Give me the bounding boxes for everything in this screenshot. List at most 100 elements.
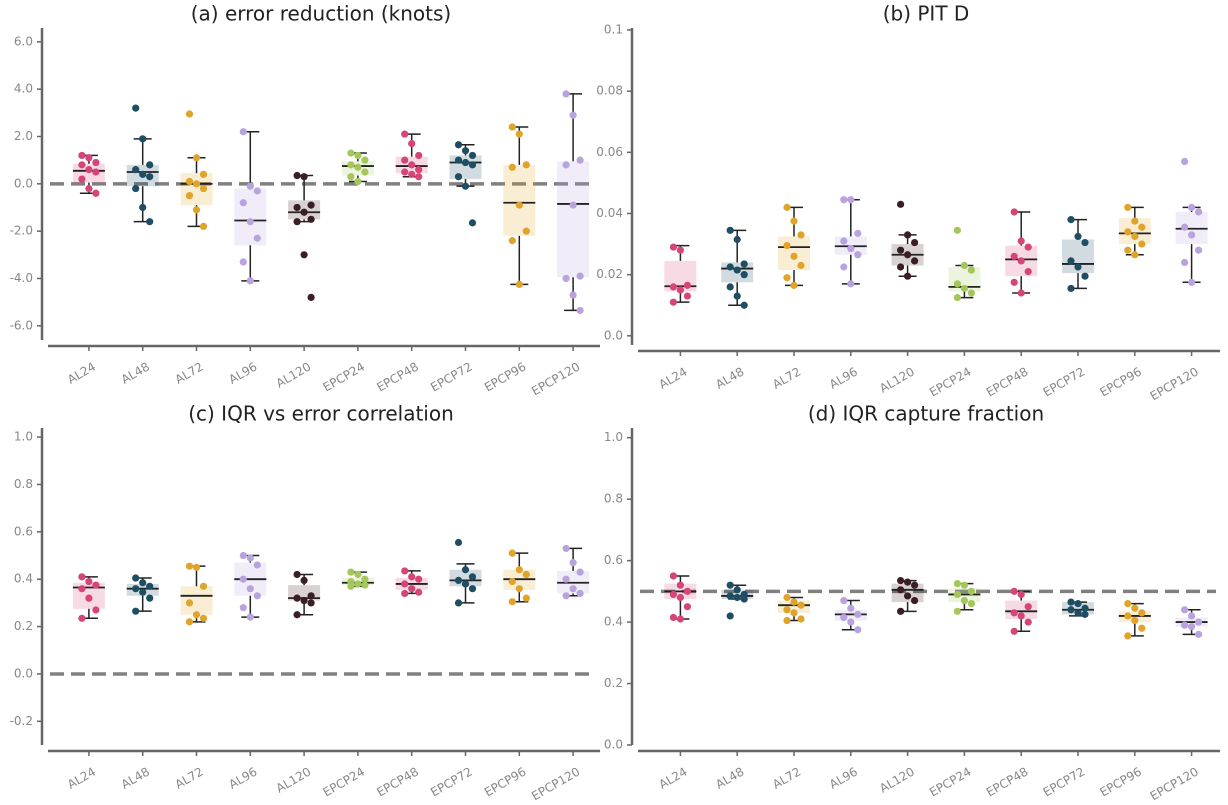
point bbox=[676, 593, 685, 602]
point bbox=[1010, 252, 1018, 260]
x-tick-label: EPCP120 bbox=[1148, 765, 1201, 804]
point bbox=[1024, 618, 1032, 626]
point bbox=[562, 592, 570, 600]
point bbox=[1010, 587, 1018, 595]
point bbox=[515, 566, 523, 574]
y-tick-label: 0.04 bbox=[596, 206, 623, 220]
y-tick-label: -2.0 bbox=[10, 224, 33, 238]
point bbox=[408, 139, 416, 148]
point bbox=[300, 251, 308, 259]
point bbox=[401, 589, 409, 598]
point bbox=[508, 237, 516, 245]
x-tick-label: AL96 bbox=[827, 765, 860, 792]
point bbox=[192, 180, 201, 188]
point bbox=[960, 581, 969, 589]
y-tick-label: 0.2 bbox=[604, 676, 623, 690]
y-tick-label: 0.8 bbox=[14, 477, 33, 491]
point bbox=[454, 173, 463, 181]
point bbox=[733, 292, 741, 300]
point bbox=[733, 593, 741, 602]
point bbox=[192, 611, 201, 619]
point bbox=[354, 151, 362, 160]
point bbox=[783, 274, 791, 282]
x-tick-label: EPCP120 bbox=[529, 765, 582, 804]
x-tick-label: AL48 bbox=[119, 765, 152, 792]
point bbox=[953, 293, 962, 302]
point bbox=[854, 610, 862, 618]
point bbox=[669, 613, 678, 622]
point bbox=[246, 277, 254, 285]
point bbox=[146, 173, 154, 181]
point bbox=[1081, 238, 1089, 247]
point bbox=[508, 163, 516, 171]
x-tick-label: AL24 bbox=[65, 360, 98, 387]
point bbox=[361, 156, 369, 164]
point bbox=[185, 562, 194, 570]
point bbox=[92, 158, 100, 167]
point bbox=[146, 161, 154, 169]
point bbox=[85, 577, 93, 586]
point bbox=[740, 260, 748, 268]
point bbox=[78, 573, 86, 581]
point bbox=[897, 607, 905, 615]
point bbox=[508, 598, 516, 606]
point bbox=[293, 611, 301, 619]
box bbox=[234, 188, 267, 246]
point bbox=[139, 135, 147, 143]
point bbox=[468, 151, 477, 160]
point bbox=[1124, 600, 1132, 608]
point bbox=[307, 599, 315, 607]
point bbox=[515, 130, 523, 138]
point bbox=[146, 582, 154, 590]
point bbox=[515, 585, 523, 593]
point bbox=[300, 576, 308, 584]
box bbox=[180, 173, 213, 206]
point bbox=[239, 604, 247, 612]
point bbox=[1017, 590, 1025, 599]
point bbox=[669, 590, 678, 599]
point bbox=[307, 293, 315, 302]
y-tick-label: 0.06 bbox=[596, 145, 623, 159]
point bbox=[246, 182, 254, 190]
y-tick-label: 0.02 bbox=[596, 267, 623, 281]
point bbox=[461, 182, 470, 190]
point bbox=[361, 575, 369, 583]
x-tick-label: AL72 bbox=[770, 365, 803, 392]
point bbox=[408, 573, 416, 581]
point bbox=[1188, 612, 1196, 620]
point bbox=[576, 156, 584, 164]
point bbox=[239, 128, 247, 136]
point bbox=[1010, 278, 1018, 286]
point bbox=[132, 607, 140, 615]
x-tick-label: EPCP24 bbox=[321, 765, 368, 800]
point bbox=[569, 291, 577, 299]
point bbox=[569, 585, 577, 593]
point bbox=[840, 196, 848, 204]
point bbox=[239, 551, 247, 560]
point bbox=[904, 578, 912, 586]
point bbox=[461, 158, 470, 167]
x-tick-label: EPCP96 bbox=[482, 765, 529, 800]
point bbox=[1138, 609, 1146, 617]
point bbox=[726, 592, 734, 600]
x-tick-label: AL24 bbox=[657, 365, 690, 392]
point bbox=[307, 592, 315, 600]
point bbox=[408, 585, 416, 593]
point bbox=[1195, 618, 1203, 626]
x-tick-label: AL120 bbox=[877, 765, 917, 796]
point bbox=[515, 280, 523, 288]
point bbox=[1138, 223, 1146, 231]
point bbox=[569, 201, 577, 209]
point bbox=[347, 582, 355, 590]
y-tick-label: 0.0 bbox=[604, 738, 623, 752]
point bbox=[401, 156, 409, 164]
point bbox=[683, 281, 692, 289]
point bbox=[185, 618, 194, 626]
point bbox=[676, 615, 685, 623]
point bbox=[300, 208, 308, 216]
point bbox=[847, 245, 855, 253]
x-tick-label: EPCP24 bbox=[321, 360, 368, 395]
point bbox=[1124, 612, 1132, 620]
point bbox=[897, 576, 905, 585]
point bbox=[347, 149, 355, 157]
